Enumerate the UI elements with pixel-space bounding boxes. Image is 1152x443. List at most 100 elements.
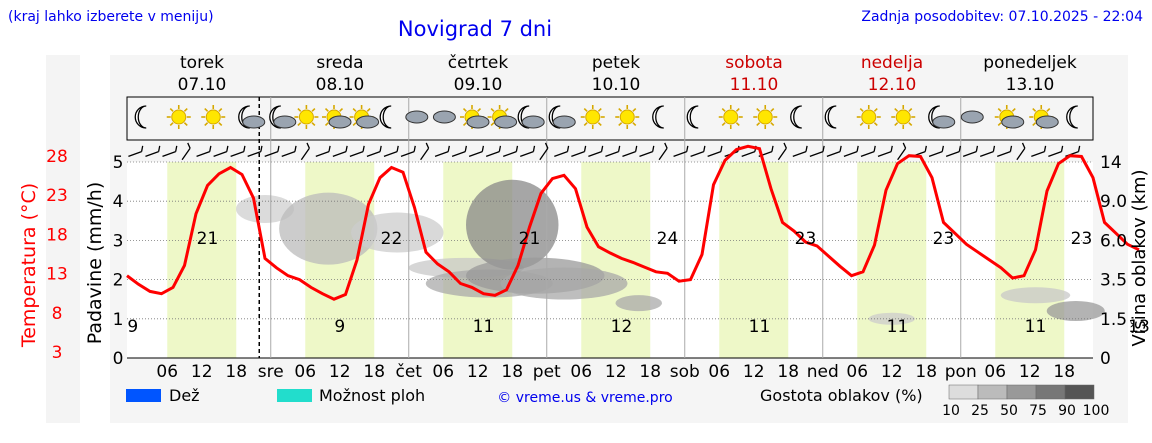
sun-ray <box>873 122 878 127</box>
sun-ray <box>311 107 316 112</box>
sun-ray <box>632 107 637 112</box>
cloud-shape <box>960 110 984 124</box>
daylight-band <box>719 162 789 358</box>
sun-disc <box>861 109 877 125</box>
wind-barb <box>332 145 348 158</box>
wind-barb-shaft <box>809 150 824 158</box>
cloud-cluster <box>1046 300 1105 321</box>
day-date: 13.10 <box>1006 75 1055 95</box>
wind-barb <box>588 145 604 158</box>
cloud-scale-label: 50 <box>1000 403 1018 419</box>
cloud-shape <box>356 115 380 129</box>
left-axis-panel <box>46 55 80 423</box>
cloud-shape <box>494 115 518 129</box>
sun-ray <box>169 107 174 112</box>
hour-tick-label: 06 <box>846 362 868 382</box>
sun-disc <box>757 109 773 125</box>
day-date: 07.10 <box>178 75 227 95</box>
sun-ray <box>735 107 740 112</box>
day-abbr-label: ned <box>807 362 839 382</box>
sun-icon <box>294 105 319 129</box>
wind-barb-shaft <box>588 150 602 158</box>
sun-ray <box>721 107 726 112</box>
cloud-scale-label: 25 <box>971 403 989 419</box>
sun-ray <box>859 107 864 112</box>
temperature-tick-label: 23 <box>46 186 68 206</box>
temperature-tick-label: 18 <box>46 225 68 245</box>
sun-disc <box>619 109 635 125</box>
wind-barb <box>860 145 876 158</box>
wind-barb <box>300 142 310 161</box>
wind-barb-shaft <box>349 150 364 158</box>
storm-legend-label: Možnost ploh <box>319 386 425 405</box>
sun-ray <box>894 122 899 127</box>
wind-barb-shaft <box>639 150 653 158</box>
wind-barb <box>962 145 979 158</box>
region-hint[interactable]: (kraj lahko izberete v meniju) <box>8 9 214 25</box>
cloud-cluster <box>466 179 559 270</box>
moon-icon <box>1066 105 1078 129</box>
wind-barb <box>658 142 668 161</box>
wind-barb-flag <box>209 145 212 152</box>
credit-link[interactable]: © vreme.us & vreme.pro <box>497 390 672 406</box>
moon-cloud-icon <box>238 105 266 129</box>
wind-barb-shaft <box>673 150 687 158</box>
wind-barb-flag <box>243 145 246 152</box>
sun-icon <box>718 105 743 129</box>
wind-barb <box>366 145 382 158</box>
cloud-icon <box>432 110 456 124</box>
cloud-icon <box>405 110 429 124</box>
sun-ray <box>297 107 302 112</box>
moon-crescent <box>1066 105 1078 129</box>
wind-barb-flag <box>1043 145 1047 152</box>
cloud-shape <box>432 110 456 124</box>
temperature-data-label: 12 <box>611 317 633 337</box>
cloud-scale-label: 10 <box>942 403 960 419</box>
wind-barb-flag <box>294 145 297 152</box>
cloud-height-tick-label: 3.5 <box>1100 271 1127 291</box>
sun-ray <box>908 122 913 127</box>
wind-barb-flag <box>600 145 604 152</box>
wind-barb-shaft <box>315 150 330 158</box>
sun-icon <box>201 105 226 129</box>
sun-ray <box>366 107 371 112</box>
cloud-cluster <box>1000 287 1071 304</box>
sun-ray <box>462 107 467 112</box>
hour-tick-label: 12 <box>329 362 351 382</box>
moon-icon <box>790 105 802 129</box>
cloud-shape <box>273 115 297 129</box>
moon-crescent <box>379 105 392 129</box>
hour-tick-label: 18 <box>915 362 937 382</box>
cloud-cluster <box>236 195 294 224</box>
wind-barb-shaft <box>539 147 549 161</box>
wind-barb-flag <box>1009 145 1013 152</box>
wind-barb <box>247 145 263 158</box>
hour-tick-label: 06 <box>432 362 454 382</box>
wind-barb <box>128 145 144 158</box>
wind-barb-flag <box>515 145 519 152</box>
wind-barb-flag <box>532 145 536 152</box>
day-abbr-label: pon <box>945 362 977 382</box>
wind-barb <box>809 145 825 158</box>
wind-barb-flag <box>664 142 668 149</box>
temperature-data-label: 9 <box>334 317 345 337</box>
wind-barb-flag <box>703 145 706 152</box>
cloud-cluster <box>868 312 915 325</box>
sun-icon <box>580 105 605 129</box>
sun-disc <box>205 109 221 125</box>
wind-barb-shaft <box>502 150 517 158</box>
wind-barb <box>707 145 723 158</box>
wind-barb-flag <box>958 145 962 152</box>
wind-barb-shaft <box>1048 150 1062 158</box>
sun-ray <box>504 107 509 112</box>
precip-tick-label: 1 <box>113 310 124 330</box>
wind-barb-shaft <box>962 150 977 158</box>
sun-ray <box>324 107 329 112</box>
sun-cloud-icon <box>349 105 380 129</box>
wind-barb-flag <box>396 145 399 152</box>
wind-barb <box>877 145 893 158</box>
wind-barb-flag <box>140 145 144 152</box>
wind-barb-flag <box>924 145 927 152</box>
sun-ray <box>997 107 1002 112</box>
wind-barb <box>928 145 945 158</box>
